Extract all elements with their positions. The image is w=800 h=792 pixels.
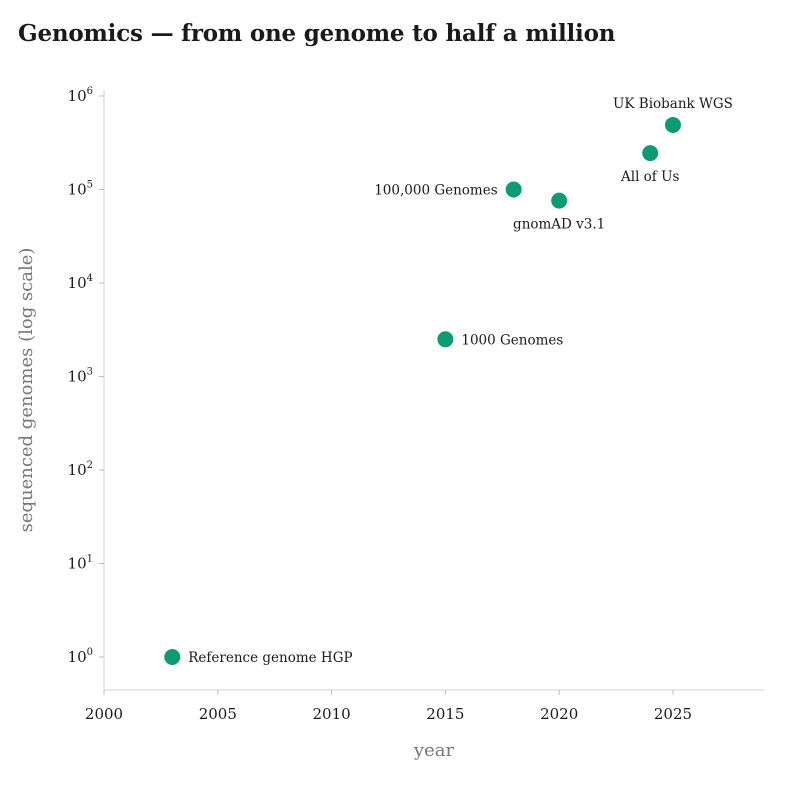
axes: 2000 2005 2010 2015 2020 20251001011021031041… <box>16 86 764 761</box>
data-point <box>505 181 522 198</box>
y-tick-base: 10 <box>68 87 87 105</box>
data-point <box>437 331 454 348</box>
y-tick-label: 103 <box>68 367 93 386</box>
x-tick-label: 2000 <box>85 705 123 723</box>
point-label: UK Biobank WGS <box>613 96 733 112</box>
data-points: Reference genome HGP 1000 Genomes 100,000 … <box>164 96 733 666</box>
x-tick-label: 2015 <box>426 705 464 723</box>
point-label: 1000 Genomes <box>461 332 563 348</box>
y-tick-label: 104 <box>68 273 93 292</box>
point-label: Reference genome HGP <box>188 650 352 666</box>
data-point <box>664 116 681 133</box>
y-tick-exponent: 0 <box>87 647 93 658</box>
x-tick-label: 2025 <box>654 705 692 723</box>
data-point <box>551 192 568 209</box>
y-tick-base: 10 <box>68 274 87 292</box>
y-tick-base: 10 <box>68 555 87 573</box>
y-tick-label: 105 <box>68 180 93 199</box>
y-tick-base: 10 <box>68 181 87 199</box>
y-tick-exponent: 3 <box>87 367 93 378</box>
point-label: gnomAD v3.1 <box>513 217 605 233</box>
y-tick-base: 10 <box>68 648 87 666</box>
data-point <box>642 145 659 162</box>
y-tick-base: 10 <box>68 461 87 479</box>
point-label: 100,000 Genomes <box>374 183 498 199</box>
y-tick-label: 100 <box>68 647 93 666</box>
data-point <box>164 649 181 665</box>
y-tick-label: 101 <box>68 554 93 573</box>
y-tick-label: 106 <box>68 86 93 105</box>
x-tick-label: 2020 <box>540 705 578 723</box>
point-label: All of Us <box>620 169 679 185</box>
chart-title: Genomics — from one genome to half a mil… <box>18 20 616 47</box>
y-tick-exponent: 5 <box>87 180 93 191</box>
x-tick-label: 2005 <box>199 705 237 723</box>
y-tick-label: 102 <box>68 460 93 479</box>
y-axis-label: sequenced genomes (log scale) <box>16 248 37 533</box>
x-axis-label: year <box>413 740 455 761</box>
y-tick-exponent: 1 <box>87 554 93 565</box>
y-tick-base: 10 <box>68 368 87 386</box>
x-tick-label: 2010 <box>312 705 350 723</box>
y-tick-exponent: 6 <box>87 86 93 97</box>
y-tick-exponent: 4 <box>87 273 93 284</box>
y-tick-exponent: 2 <box>87 460 93 471</box>
